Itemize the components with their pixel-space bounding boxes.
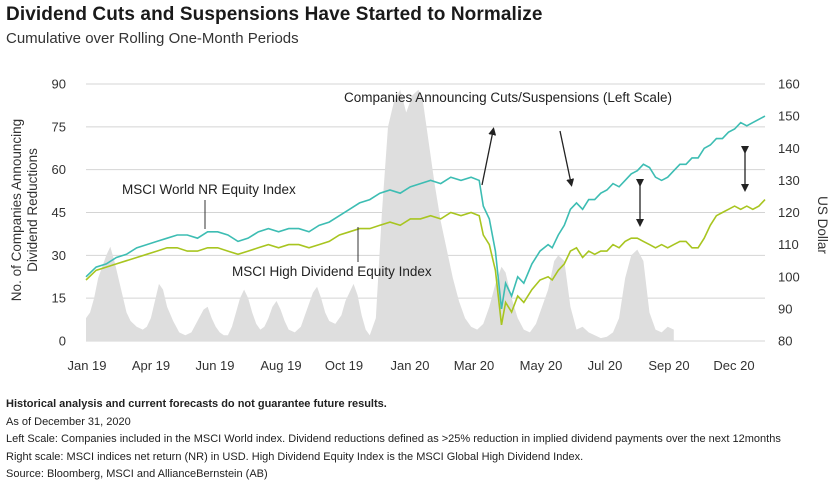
right-tick-label: 130 <box>778 173 800 188</box>
x-tick-label: Oct 19 <box>325 358 363 373</box>
footnote-left-scale: Left Scale: Companies included in the MS… <box>6 433 781 445</box>
right-tick-label: 150 <box>778 109 800 124</box>
arrow-down-may20 <box>559 130 575 187</box>
left-tick-label: 0 <box>59 334 66 349</box>
x-tick-label: Jul 20 <box>588 358 623 373</box>
x-tick-label: Jun 19 <box>195 358 234 373</box>
annotation-companies: Companies Announcing Cuts/Suspensions (L… <box>344 90 672 105</box>
right-tick-label: 90 <box>778 301 792 316</box>
left-tick-label: 30 <box>52 248 66 263</box>
area-companies-cuts <box>86 89 674 341</box>
right-axis-title: US Dollar <box>815 196 830 254</box>
chart-subtitle: Cumulative over Rolling One-Month Period… <box>6 30 299 47</box>
footnote-right-scale: Right scale: MSCI indices net return (NR… <box>6 450 584 463</box>
x-tick-label: Jan 19 <box>67 358 106 373</box>
left-tick-label: 75 <box>52 119 66 134</box>
line-msci-high-dividend <box>85 199 766 326</box>
x-tick-label: Mar 20 <box>454 358 494 373</box>
footnote-as-of: As of December 31, 2020 <box>6 415 131 428</box>
left-tick-label: 90 <box>52 77 66 92</box>
annotation-high-dividend: MSCI High Dividend Equity Index <box>232 264 432 279</box>
right-tick-label: 100 <box>778 269 800 284</box>
x-tick-label: Apr 19 <box>132 358 170 373</box>
left-axis-title-line2: Dividend Reductions <box>25 148 40 272</box>
left-tick-label: 60 <box>52 162 66 177</box>
annotation-world: MSCI World NR Equity Index <box>122 182 296 197</box>
right-axis-ticks: 80 90 100 110 120 130 140 150 160 <box>778 77 800 349</box>
footnote-source: Source: Bloomberg, MSCI and AllianceBern… <box>6 468 268 480</box>
x-tick-label: Dec 20 <box>713 358 754 373</box>
left-axis-title-line1: No. of Companies Announcing <box>9 119 24 301</box>
right-tick-label: 160 <box>778 77 800 92</box>
right-tick-label: 110 <box>778 237 799 252</box>
right-tick-label: 140 <box>778 141 800 156</box>
x-tick-label: Aug 19 <box>260 358 301 373</box>
x-axis-ticks: Jan 19 Apr 19 Jun 19 Aug 19 Oct 19 Jan 20 Mar … <box>67 358 754 373</box>
right-tick-label: 80 <box>778 334 792 349</box>
x-tick-label: May 20 <box>520 358 563 373</box>
footnotes: Historical analysis and current forecast… <box>6 396 781 484</box>
x-tick-label: Sep 20 <box>648 358 689 373</box>
left-tick-label: 45 <box>52 205 66 220</box>
arrow-up-mar20 <box>481 127 497 186</box>
line-msci-world <box>85 115 766 310</box>
left-tick-label: 15 <box>52 291 66 306</box>
right-tick-label: 120 <box>778 205 800 220</box>
x-tick-label: Jan 20 <box>390 358 429 373</box>
footnote-disclaimer: Historical analysis and current forecast… <box>6 398 387 410</box>
chart-title: Dividend Cuts and Suspensions Have Start… <box>6 4 543 25</box>
left-axis-ticks: 0 15 30 45 60 75 90 <box>52 77 66 349</box>
